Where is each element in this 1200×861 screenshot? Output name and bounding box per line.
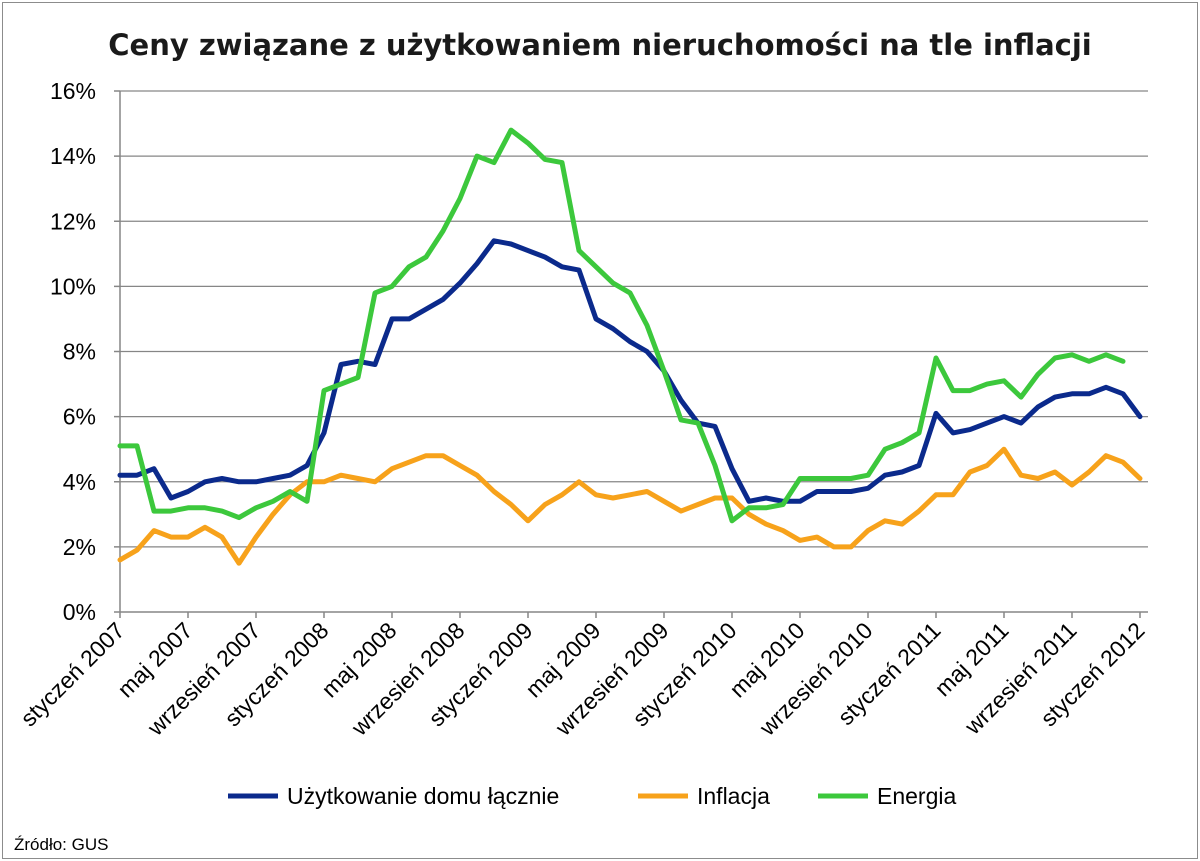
source-note: Źródło: GUS: [14, 835, 108, 854]
y-tick-label: 0%: [63, 599, 96, 625]
gridlines: [120, 90, 1148, 548]
legend: Użytkowanie domu łącznie Inflacja Energia: [228, 783, 956, 809]
y-tick-label: 2%: [63, 534, 96, 560]
y-tick-label: 12%: [50, 208, 96, 234]
legend-label-1: Użytkowanie domu łącznie: [287, 783, 559, 809]
y-tick-label: 6%: [63, 404, 96, 430]
y-tick-label: 10%: [50, 273, 96, 299]
y-tick-label: 14%: [50, 143, 96, 169]
series-line-3: [117, 127, 1126, 524]
legend-label-2: Inflacja: [697, 783, 770, 809]
y-tick-label: 16%: [50, 78, 96, 104]
series-line-1: [117, 238, 1143, 504]
axes: [114, 90, 1148, 618]
chart-title: Ceny związane z użytkowaniem nieruchomoś…: [108, 28, 1091, 62]
legend-label-3: Energia: [877, 783, 956, 809]
y-tick-label: 8%: [63, 339, 96, 365]
series-lines: [117, 127, 1143, 566]
x-tick-label: styczeń 2007: [15, 617, 129, 731]
y-axis-tick-labels: 0% 2% 4% 6% 8% 10% 12% 14% 16%: [50, 78, 96, 625]
y-tick-label: 4%: [63, 469, 96, 495]
series-line-2: [117, 446, 1143, 566]
